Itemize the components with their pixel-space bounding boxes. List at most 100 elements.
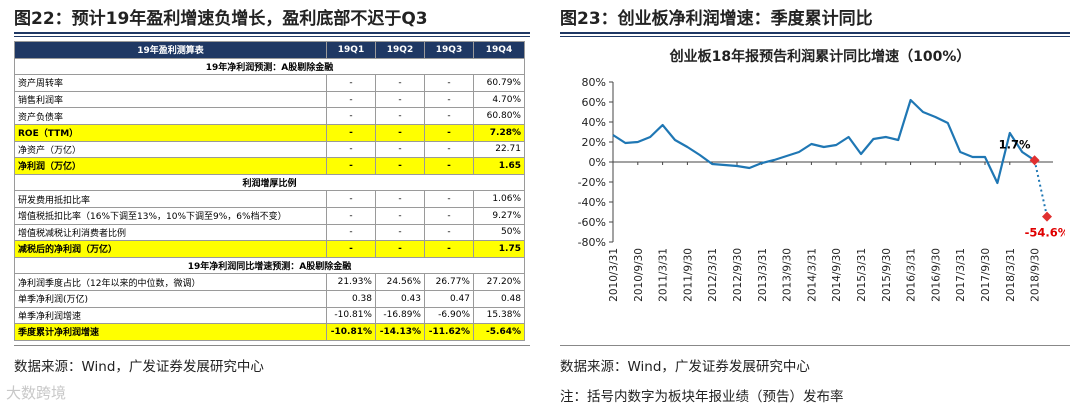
data-label: -54.6% [1025, 226, 1065, 240]
table-header-row: 19年盈利测算表 19Q1 19Q2 19Q3 19Q4 [14, 41, 525, 59]
table-row: 季度累计净利润增速 -10.81% -14.13% -11.62% -5.64% [14, 323, 525, 341]
x-tick-label: 2015/9/30 [881, 248, 893, 302]
table-row-label: 季度累计净利润增速 [14, 323, 327, 341]
table-cell: 1.65 [473, 157, 525, 175]
table-row: 资产周转率 - - -60.79% [14, 74, 525, 92]
table-cell: -14.13% [375, 323, 425, 341]
table-row-label: 销售利润率 [14, 90, 327, 109]
table-header-cell: 19Q1 [326, 41, 376, 59]
table-section-title: 19年净利润预测：A股剔除金融 [14, 57, 525, 76]
watermark-text: 大数跨境 [6, 384, 67, 402]
table-row: 净资产（万亿） - - -22.71 [14, 140, 525, 159]
table-cell: - [326, 240, 376, 258]
x-tick-label: 2010/3/31 [608, 248, 620, 302]
table-row-label: 增值税抵扣比率（16%下调至13%，10%下调至9%，6%档不变） [14, 206, 327, 225]
table-cell: 22.71 [473, 140, 525, 159]
y-tick-label: -20% [578, 176, 606, 189]
x-tick-label: 2016/9/30 [930, 248, 942, 302]
table-section-row: 19年净利润预测：A股剔除金融 [14, 57, 525, 76]
data-point-marker [1042, 211, 1052, 222]
y-tick-label: 40% [582, 116, 606, 129]
table-cell: 50% [473, 223, 525, 242]
x-tick-label: 2018/9/30 [1030, 248, 1042, 302]
table-cell: - [375, 190, 425, 208]
table-cell: -6.90% [424, 306, 474, 325]
y-tick-label: 20% [582, 136, 606, 149]
table-row-label: 单季净利润(万亿) [14, 289, 327, 308]
table-cell: -10.81% [326, 323, 376, 341]
profit-growth-series-line [612, 98, 1036, 185]
table-row: 减税后的净利润（万亿） - - -1.75 [14, 240, 525, 258]
table-row: 净利润季度占比（12年以来的中位数，微调） 21.93% 24.56% 26.77% 2… [14, 273, 525, 291]
table-row: 销售利润率 - - -4.70% [14, 90, 525, 109]
table-cell: 0.43 [375, 289, 425, 308]
table-section-title: 19年净利润同比增速预测：A股剔除金融 [14, 256, 525, 275]
table-cell: - [424, 74, 474, 92]
table-cell: - [326, 123, 376, 142]
y-tick-label: -80% [578, 236, 606, 249]
data-point-marker [1029, 155, 1040, 166]
table-cell: - [326, 107, 376, 125]
table-cell: 24.56% [375, 273, 425, 291]
table-row-label: 资产负债率 [14, 107, 327, 125]
table-row-label: 减税后的净利润（万亿） [14, 240, 327, 258]
x-tick-label: 2016/3/31 [906, 248, 918, 302]
table-cell: -10.81% [326, 306, 376, 325]
x-tick-label: 2012/9/30 [732, 248, 744, 302]
chart-title: 创业板18年报预告利润累计同比增速（100%） [669, 49, 971, 65]
table-cell: - [424, 223, 474, 242]
table-cell: - [375, 107, 425, 125]
table-cell: - [326, 206, 376, 225]
table-section-title: 利润增厚比例 [14, 173, 525, 192]
right-title-rule-thin [560, 36, 1070, 37]
table-cell: 60.80% [473, 107, 525, 125]
table-cell: 4.70% [473, 90, 525, 109]
table-cell: 0.38 [326, 289, 376, 308]
right-note-text: 注：括号内数字为板块年报业绩（预告）发布率 [560, 389, 844, 405]
table-cell: - [326, 90, 376, 109]
x-tick-label: 2017/9/30 [980, 248, 992, 302]
x-tick-label: 2014/3/31 [806, 248, 818, 302]
table-row: ROE（TTM） - - -7.28% [14, 123, 525, 142]
table-section-row: 19年净利润同比增速预测：A股剔除金融 [14, 256, 525, 275]
data-label: 1.7% [999, 137, 1031, 151]
table-cell: 21.93% [326, 273, 376, 291]
table-cell: 1.06% [473, 190, 525, 208]
table-row-label: ROE（TTM） [14, 123, 327, 142]
left-title-rule-thin [14, 36, 530, 37]
y-tick-label: -60% [578, 216, 606, 229]
table-row-label: 资产周转率 [14, 74, 327, 92]
table-cell: - [375, 223, 425, 242]
profit-growth-line-chart: 80% 60% 40% 20% 0% -20% -40% -60% -80%2010/3/31 2… [578, 76, 1065, 302]
table-cell: - [424, 123, 474, 142]
table-cell: - [326, 74, 376, 92]
table-cell: 0.48 [473, 289, 525, 308]
x-tick-label: 2011/9/30 [682, 248, 694, 302]
table-cell: - [375, 90, 425, 109]
table-cell: -11.62% [424, 323, 474, 341]
left-title-rule [14, 32, 530, 34]
table-cell: - [375, 157, 425, 175]
table-cell: - [375, 140, 425, 159]
table-cell: - [375, 123, 425, 142]
table-cell: - [326, 157, 376, 175]
table-header-cell: 19Q4 [473, 41, 525, 59]
table-cell: 27.20% [473, 273, 525, 291]
table-row-label: 净利润季度占比（12年以来的中位数，微调） [14, 273, 327, 291]
table-header-cell: 19年盈利测算表 [14, 41, 327, 59]
x-tick-label: 2010/9/30 [633, 248, 645, 302]
table-row: 增值税减税让利消费者比例 - - -50% [14, 223, 525, 242]
table-header-cell: 19Q2 [375, 41, 425, 59]
right-source-text: 数据来源：Wind，广发证券发展研究中心 [560, 359, 810, 375]
table-header-cell: 19Q3 [424, 41, 474, 59]
table-cell: - [424, 240, 474, 258]
x-tick-label: 2015/3/31 [856, 248, 868, 302]
table-row-label: 净利润（万亿） [14, 157, 327, 175]
x-tick-label: 2013/9/30 [782, 248, 794, 302]
table-row-label: 增值税减税让利消费者比例 [14, 223, 327, 242]
left-source-text: 数据来源：Wind，广发证券发展研究中心 [14, 359, 264, 375]
table-row: 单季净利润增速 -10.81% -16.89% -6.90% 15.38% [14, 306, 525, 325]
table-row: 资产负债率 - - -60.80% [14, 107, 525, 125]
table-cell: - [375, 240, 425, 258]
x-tick-label: 2017/3/31 [955, 248, 967, 302]
